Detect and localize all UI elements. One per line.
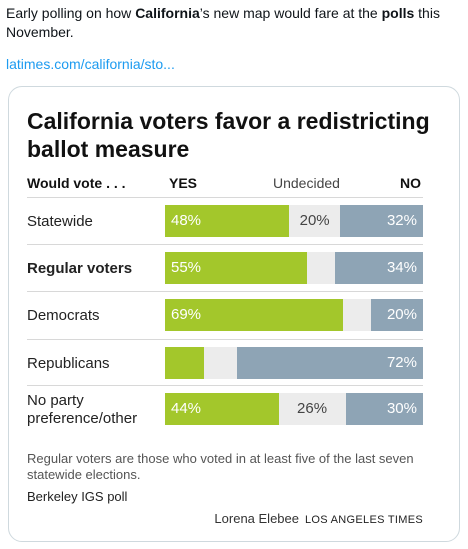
- chart-credit: Lorena Elebee LOS ANGELES TIMES: [214, 511, 423, 526]
- header-question: Would vote . . .: [27, 175, 126, 191]
- category-label: Republicans: [27, 354, 110, 372]
- bar-segment-undecided: 20%: [288, 205, 341, 237]
- row-divider: [27, 291, 423, 292]
- header-no: NO: [400, 175, 421, 191]
- bar-segment-no: 34%: [335, 252, 423, 284]
- tweet-text-part: this November.: [6, 5, 440, 40]
- row-divider: [27, 197, 423, 198]
- tweet-text: Early polling on how California’s new ma…: [6, 4, 456, 42]
- bar-segment-undecided: [203, 347, 238, 379]
- bar-segment-undecided: [343, 299, 372, 331]
- credit-org: LOS ANGELES TIMES: [305, 514, 423, 526]
- category-label: No party preference/other: [27, 391, 138, 427]
- stacked-bar: 48% 20% 32%: [165, 205, 423, 237]
- chart-footnote: Regular voters are those who voted in at…: [27, 451, 414, 482]
- chart-title: California voters favor a redistricting …: [27, 108, 430, 162]
- category-label: Regular voters: [27, 259, 133, 277]
- row-divider: [27, 385, 423, 386]
- header-yes: YES: [169, 175, 198, 191]
- tweet-text-bold-polls: polls: [381, 5, 415, 21]
- credit-author: Lorena Elebee: [214, 511, 299, 526]
- bar-segment-yes: 44%: [165, 393, 279, 425]
- bar-segment-yes: 69%: [165, 299, 344, 331]
- bar-segment-undecided: 26%: [278, 393, 346, 425]
- article-link[interactable]: latimes.com/california/sto...: [6, 56, 175, 72]
- category-label: Democrats: [27, 306, 100, 324]
- bar-segment-no: 30%: [345, 393, 423, 425]
- bar-segment-yes: [165, 347, 204, 379]
- tweet-text-part: Early polling on how: [6, 5, 136, 21]
- row-divider: [27, 339, 423, 340]
- bar-segment-undecided: [306, 252, 336, 284]
- bar-segment-no: 72%: [237, 347, 423, 379]
- chart-card[interactable]: California voters favor a redistricting …: [8, 86, 460, 542]
- chart-source: Berkeley IGS poll: [27, 489, 128, 504]
- stacked-bar: 69% 20%: [165, 299, 423, 331]
- bar-segment-no: 32%: [340, 205, 423, 237]
- stacked-bar: 72%: [165, 347, 423, 379]
- category-label: Statewide: [27, 212, 93, 230]
- tweet-text-part: ’s new map would fare at the: [199, 5, 382, 21]
- stacked-bar: 44% 26% 30%: [165, 393, 423, 425]
- tweet-text-bold-california: California: [135, 5, 200, 21]
- stacked-bar: 55% 34%: [165, 252, 423, 284]
- header-undecided: Undecided: [273, 175, 340, 191]
- bar-segment-no: 20%: [371, 299, 423, 331]
- bar-segment-yes: 48%: [165, 205, 289, 237]
- bar-segment-yes: 55%: [165, 252, 307, 284]
- row-divider: [27, 244, 423, 245]
